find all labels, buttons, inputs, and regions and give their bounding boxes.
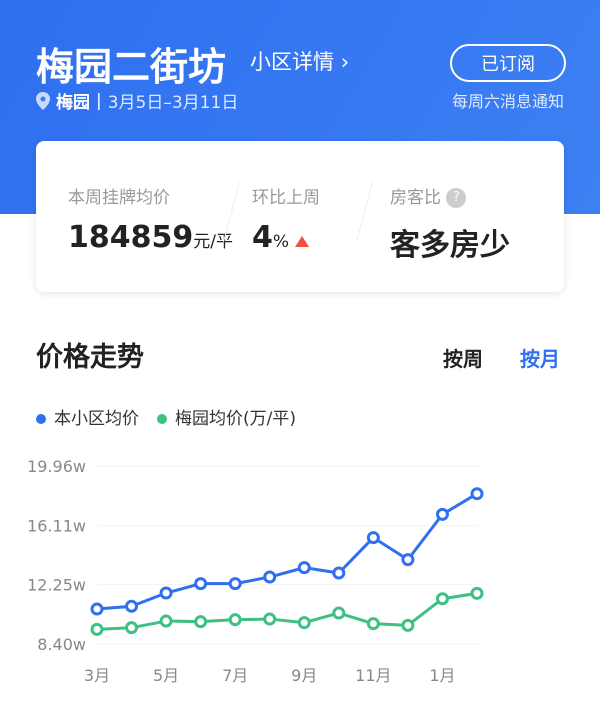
stat-label: 本周挂牌均价: [68, 188, 170, 208]
divider: |: [96, 90, 102, 111]
stat-unit: 元/平: [193, 232, 233, 252]
data-point: [263, 612, 277, 626]
stat-label: 房客比: [390, 188, 441, 208]
y-tick-label: 16.11w: [27, 516, 86, 535]
stat-value: 4: [252, 220, 273, 255]
location-name: 梅园: [56, 93, 90, 113]
data-point: [90, 622, 104, 636]
stat-avg-price: 本周挂牌均价 184859元/平: [68, 183, 233, 255]
data-point: [297, 561, 311, 575]
x-tick-label: 11月: [355, 666, 391, 685]
stat-value: 客多房少: [390, 228, 510, 263]
page-title: 梅园二街坊: [36, 45, 227, 89]
x-tick-label: 3月: [84, 666, 110, 685]
stat-unit: %: [272, 232, 290, 252]
legend-label: 本小区均价: [54, 409, 139, 429]
data-point: [159, 586, 173, 600]
data-point: [435, 507, 449, 521]
data-point: [263, 570, 277, 584]
stat-ratio: 房客比 ? 客多房少: [390, 183, 510, 264]
detail-label: 小区详情: [250, 50, 334, 74]
data-point: [366, 617, 380, 631]
community-detail-link[interactable]: 小区详情 ›: [250, 46, 349, 76]
price-trend-chart: 19.96w 16.11w 12.25w 8.40w 3月 5月 7月 9月 11月 1月: [27, 457, 484, 685]
x-tick-label: 5月: [153, 666, 179, 685]
tab-weekly[interactable]: 按周: [443, 347, 483, 371]
date-range: 3月5日–3月11日: [107, 93, 239, 113]
data-point: [194, 577, 208, 591]
data-point: [159, 614, 173, 628]
data-point: [125, 599, 139, 613]
x-tick-label: 9月: [291, 666, 317, 685]
legend-item: 本小区均价: [36, 404, 139, 429]
x-tick-label: 7月: [222, 666, 248, 685]
legend-dot-icon: [157, 414, 167, 424]
chevron-right-icon: ›: [340, 50, 350, 74]
data-point: [435, 592, 449, 606]
tab-monthly[interactable]: 按月: [520, 347, 560, 371]
data-point: [90, 602, 104, 616]
legend-item: 梅园均价(万/平): [157, 404, 296, 429]
y-tick-label: 12.25w: [27, 576, 86, 595]
legend-dot-icon: [36, 414, 46, 424]
stat-value: 184859: [68, 220, 194, 255]
section-title: 价格走势: [36, 342, 144, 373]
y-tick-label: 8.40w: [37, 635, 86, 654]
stat-week-change: 环比上周 4%: [252, 183, 320, 255]
subscribed-button[interactable]: 已订阅: [450, 44, 566, 82]
stats-card: 本周挂牌均价 184859元/平 环比上周 4% 房客比 ? 客多房少: [36, 141, 564, 292]
location-pin-icon: [36, 91, 50, 110]
up-triangle-icon: [295, 236, 310, 247]
data-point: [228, 613, 242, 627]
legend-label: 梅园均价(万/平): [175, 409, 296, 429]
stat-label: 环比上周: [252, 188, 320, 208]
data-point: [401, 618, 415, 632]
data-point: [470, 487, 484, 501]
data-point: [332, 566, 346, 580]
data-point: [228, 577, 242, 591]
data-point: [470, 586, 484, 600]
chart-legend: 本小区均价 梅园均价(万/平): [36, 404, 296, 429]
data-point: [125, 621, 139, 635]
data-point: [297, 616, 311, 630]
series-line: [96, 492, 478, 611]
y-tick-label: 19.96w: [27, 457, 86, 476]
data-point: [366, 531, 380, 545]
data-point: [332, 606, 346, 620]
help-icon[interactable]: ?: [446, 188, 467, 208]
x-tick-label: 1月: [429, 666, 455, 685]
location-row: 梅园 | 3月5日–3月11日: [36, 88, 238, 113]
notice-text: 每周六消息通知: [451, 92, 564, 111]
data-point: [401, 553, 415, 567]
data-point: [194, 615, 208, 629]
divider: [355, 181, 374, 243]
